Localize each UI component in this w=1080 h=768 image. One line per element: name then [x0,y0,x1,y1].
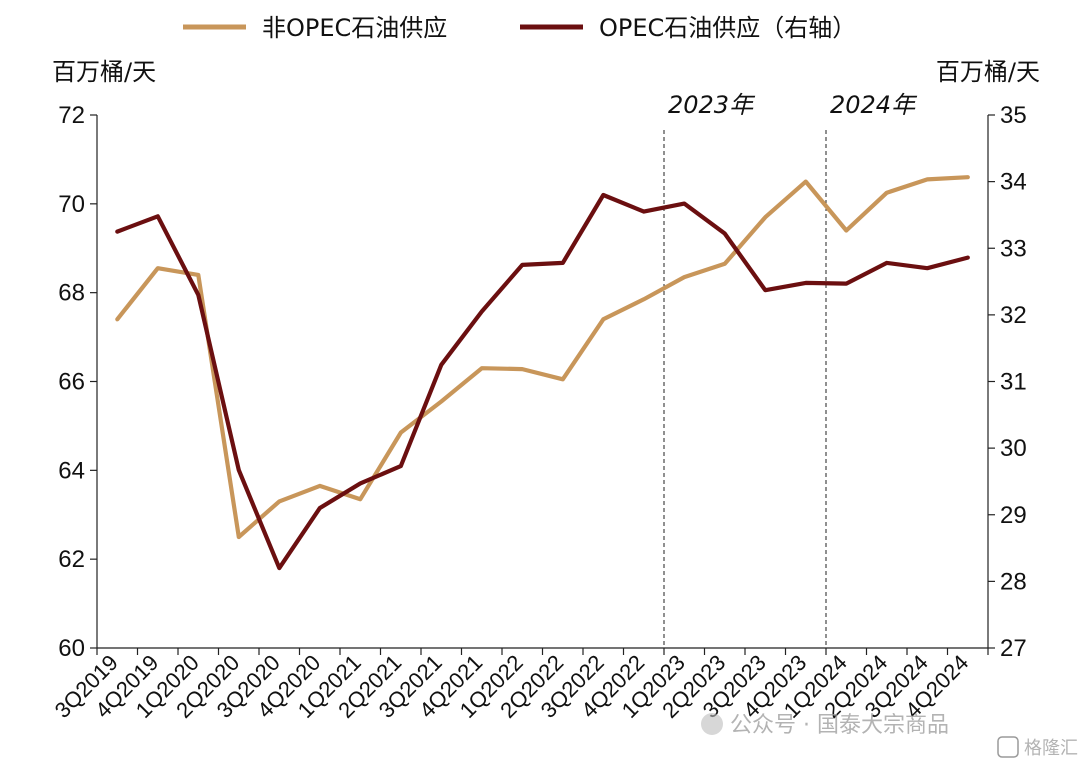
legend-label-opec: OPEC石油供应（右轴） [599,14,856,42]
right-tick-label: 35 [1000,102,1027,129]
left-tick-label: 66 [58,369,85,396]
watermark: 公众号 · 国泰大宗商品 格隆汇 [701,713,1078,759]
left-tick-label: 72 [58,102,85,129]
watermark-brand: 格隆汇 [1024,738,1078,759]
left-tick-label: 70 [58,191,85,218]
right-tick-label: 28 [1000,568,1027,595]
left-tick-label: 60 [58,635,85,662]
right-tick-label: 29 [1000,502,1027,529]
right-axis-unit: 百万桶/天 [936,58,1040,86]
period-divider-label: 2024年 [830,91,918,119]
left-axis-unit: 百万桶/天 [52,58,156,86]
right-tick-label: 34 [1000,169,1027,196]
left-axis-ticks: 60 62 64 66 68 70 72 [58,102,97,662]
left-tick-label: 64 [58,457,85,484]
series-layer [115,175,970,571]
legend: 非OPEC石油供应 OPEC石油供应（右轴） [183,14,856,42]
right-axis-ticks: 27 28 29 30 31 32 33 34 35 [988,102,1027,662]
series-line-opec [115,192,970,571]
axes [96,115,989,649]
watermark-text: 公众号 · 国泰大宗商品 [730,713,949,738]
legend-label-non-opec: 非OPEC石油供应 [262,14,447,42]
gelonghui-logo-icon [997,736,1019,758]
right-tick-label: 27 [1000,635,1027,662]
right-tick-label: 30 [1000,435,1027,462]
right-tick-label: 33 [1000,235,1027,262]
left-tick-label: 62 [58,546,85,573]
right-tick-label: 31 [1000,369,1027,396]
period-divider-label: 2023年 [668,91,756,119]
right-tick-label: 32 [1000,302,1027,329]
wechat-icon [701,713,723,735]
period-dividers: 2023年 2024年 [663,91,918,648]
x-axis-ticks: 3Q20194Q20191Q20202Q20203Q20204Q20201Q20… [50,648,989,723]
left-tick-label: 68 [58,280,85,307]
